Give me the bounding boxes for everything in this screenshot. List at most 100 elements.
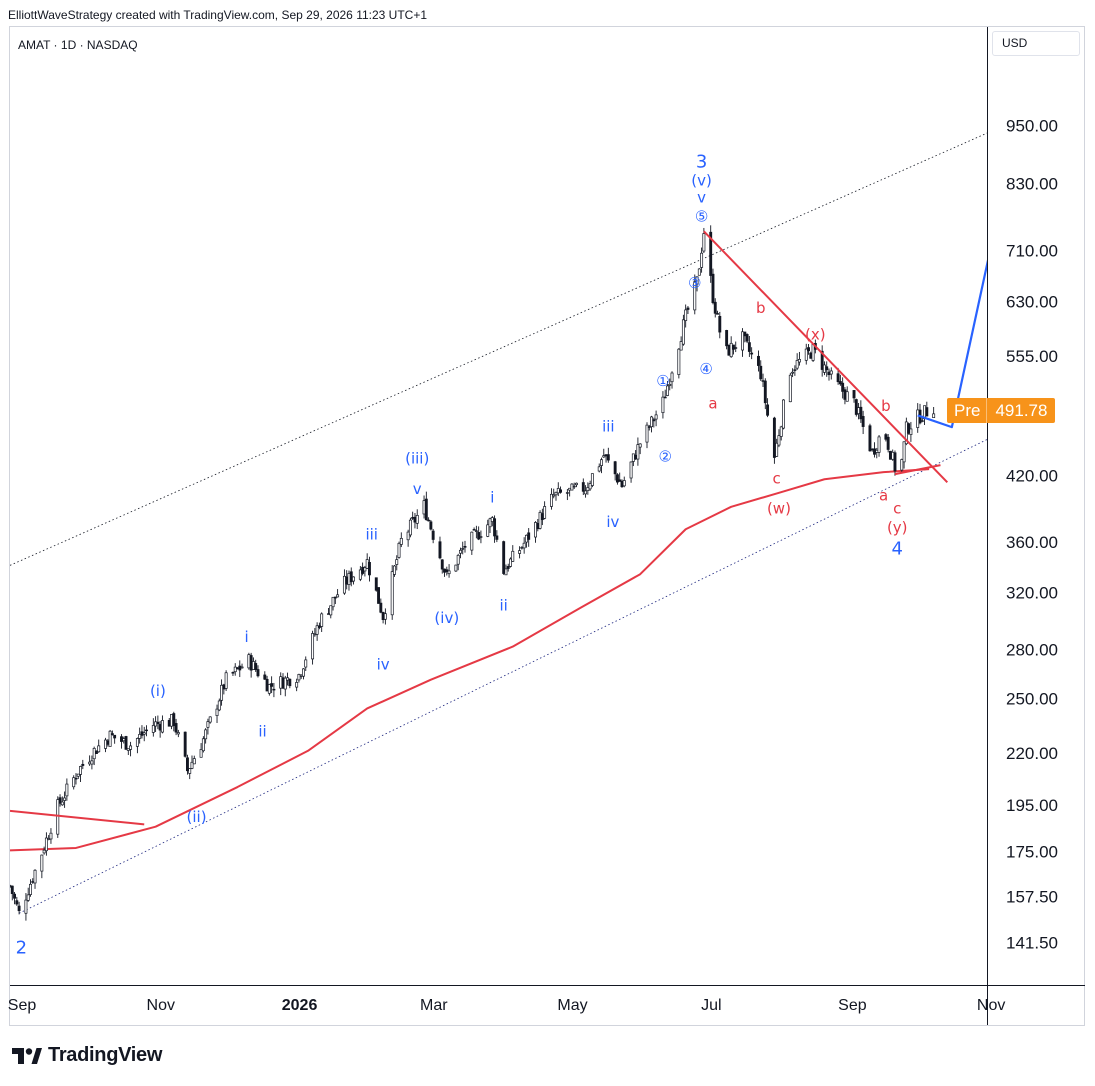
candle [65,778,69,801]
candle-body [470,531,474,551]
candle [393,565,396,577]
candle [791,368,795,378]
candle-body [267,684,271,694]
candle-body [900,459,904,471]
candle-body [920,420,924,422]
candle [565,489,569,501]
candle-body [397,542,401,558]
candle [554,491,558,501]
candle-body [399,537,403,545]
candle-body [176,732,180,735]
wave-label: iii [365,526,378,544]
wave-label: (v) [691,171,712,189]
candle [763,378,767,410]
candle-body [570,483,574,491]
y-tick-label: 830.00 [1006,174,1058,193]
candle-body [731,344,735,350]
candle [206,718,210,735]
candle [793,365,797,376]
x-tick-label: Jul [701,997,721,1014]
candle [734,341,738,353]
candle [700,247,704,273]
x-tick-label: Nov [977,997,1005,1014]
candle-body [60,801,64,806]
candle-body [124,736,128,750]
candle [74,773,78,785]
candle-body [395,559,399,565]
candle [804,343,808,365]
candle [199,743,203,758]
candle-body [559,489,563,493]
candle-body [782,399,785,429]
candle-body [825,366,829,371]
candle-body [620,480,624,488]
candle [629,461,633,483]
candle-body [44,837,48,852]
candle [857,402,861,420]
candle [618,472,622,482]
candle-body [797,358,801,363]
candle-body [791,371,795,374]
candle-body [725,330,729,347]
y-tick-label: 360.00 [1006,533,1058,552]
candle [556,482,560,497]
candle-body [192,758,196,765]
candle [568,487,572,497]
wave-label: iv [606,513,619,531]
candle [743,331,747,343]
candle-body [17,905,21,912]
tradingview-logo[interactable]: TradingView [12,1044,162,1067]
trendlines-layer [10,230,949,826]
candle [852,390,856,403]
candle [42,846,46,855]
candle [549,488,553,510]
candle-body [172,713,176,727]
candle [518,546,522,559]
wave-label: c [893,499,901,517]
candle-body [224,672,228,689]
y-tick-label: 710.00 [1006,241,1058,260]
candle [183,731,187,758]
candle [795,353,799,371]
candle-body [666,385,669,396]
candle [238,660,242,678]
candle-body [463,546,467,548]
candle [151,718,155,737]
candle-body [838,381,842,385]
candle-body [822,364,826,373]
wave-label: (y) [887,519,908,537]
candle-body [56,799,60,835]
candle [295,678,299,692]
candle-body [208,716,212,723]
candle [788,372,792,403]
currency-selector[interactable]: USD [992,31,1080,56]
candle-body [199,749,203,758]
candle [63,791,67,808]
candle-body [349,571,353,583]
candle [575,482,578,488]
candle-body [909,428,913,435]
wave-label: a [879,486,888,504]
x-tick-label: Sep [8,997,37,1014]
candle-body [445,569,449,573]
candle [443,568,446,577]
candle-body [615,474,619,483]
candle [779,425,783,441]
candle-body [877,436,881,453]
candle-body [843,389,847,400]
candle [365,553,369,570]
candle [711,268,715,305]
wave-label: (iv) [434,609,459,627]
candle [900,458,904,473]
candle [265,675,269,692]
symbol-label[interactable]: AMAT · 1D · NASDAQ [18,38,138,52]
candle-body [345,576,349,585]
candle-body [884,434,888,440]
candle [825,361,829,377]
candle-body [317,625,321,628]
candle [552,488,556,499]
candle-body [151,725,155,733]
candle [841,377,845,399]
candle-body [727,344,731,356]
